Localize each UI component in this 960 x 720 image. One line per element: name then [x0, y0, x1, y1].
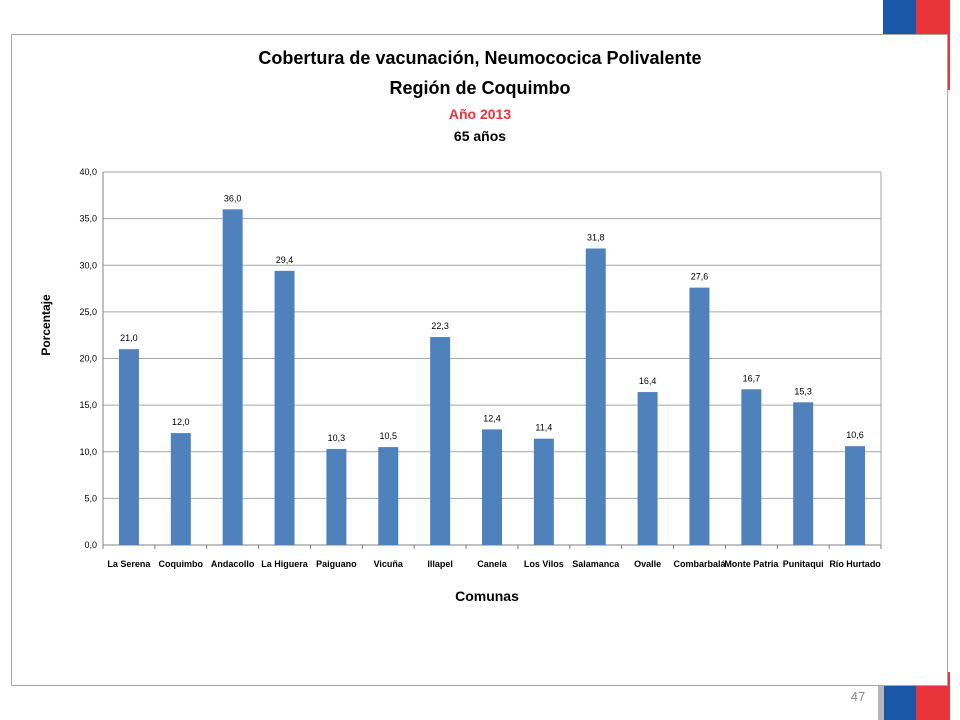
- x-tick-label: Illapel: [427, 559, 453, 569]
- x-tick-label: Paiguano: [316, 559, 357, 569]
- x-tick-label: Salamanca: [572, 559, 620, 569]
- y-tick-label: 10,0: [79, 447, 97, 457]
- data-label: 15,3: [794, 386, 812, 396]
- page-number: 47: [850, 689, 866, 704]
- x-tick-labels: La Serena Coquimbo Andacollo La Higuera Paig…: [107, 559, 881, 569]
- data-label: 29,4: [276, 255, 294, 265]
- y-tick-label: 0,0: [84, 540, 97, 550]
- flag-decoration-top-blue: [883, 0, 916, 34]
- bar: [222, 209, 243, 546]
- data-label: 12,0: [172, 417, 190, 427]
- data-label: 11,4: [535, 423, 552, 433]
- bar: [482, 429, 502, 545]
- y-tick-label: 5,0: [84, 493, 97, 503]
- data-label: 10,6: [846, 430, 864, 440]
- x-tick-label: Río Hurtado: [829, 559, 881, 569]
- data-label: 36,0: [224, 193, 242, 203]
- bar: [170, 433, 191, 545]
- y-tick-label: 35,0: [79, 214, 97, 224]
- x-tick-label: Andacollo: [211, 559, 255, 569]
- slide-frame: [11, 34, 948, 686]
- flag-decoration-bottom-red-strip: [946, 672, 950, 686]
- x-tick-label: Vicuña: [374, 559, 404, 569]
- x-tick-label: Combarbalá: [673, 559, 726, 569]
- x-tick-label: Ovalle: [634, 559, 661, 569]
- bar: [689, 287, 710, 545]
- bar: [585, 248, 606, 545]
- bar: [274, 270, 295, 545]
- flag-decoration-bottom-grey: [878, 686, 884, 720]
- flag-decoration-top-red-strip: [946, 34, 950, 90]
- bar: [637, 392, 658, 545]
- bar: [378, 447, 399, 545]
- bar: [118, 349, 139, 545]
- bar: [741, 389, 762, 545]
- flag-decoration-top-red: [916, 0, 950, 34]
- data-labels: 21,0 12,0 36,0 29,4 10,3 10,5 22,3 12,4 11,4 31,8…: [120, 193, 864, 443]
- data-label: 27,6: [691, 272, 709, 282]
- bars: [118, 209, 866, 546]
- bar: [533, 438, 554, 545]
- bar: [845, 446, 866, 545]
- y-tick-label: 15,0: [79, 400, 97, 410]
- data-label: 21,0: [120, 333, 138, 343]
- bar: [430, 337, 451, 545]
- y-tick-label: 40,0: [79, 167, 97, 177]
- flag-decoration-bottom-red: [916, 686, 950, 720]
- x-tick-label: Monte Patria: [724, 559, 779, 569]
- chart-title: Cobertura de vacunación, Neumococica Pol…: [258, 48, 702, 68]
- x-tick-label: Canela: [477, 559, 508, 569]
- x-tick-label: La Higuera: [261, 559, 309, 569]
- y-axis-title: Porcentaje: [39, 294, 53, 356]
- chart-age-label: 65 años: [453, 128, 507, 144]
- data-label: 16,4: [639, 376, 657, 386]
- x-tick-label: Punitaqui: [783, 559, 824, 569]
- chart-subtitle: Región de Coquimbo: [389, 78, 571, 98]
- data-label: 31,8: [587, 232, 605, 242]
- x-tick-label: Los Vilos: [524, 559, 564, 569]
- y-tick-label: 30,0: [79, 260, 97, 270]
- chart-year-label: Año 2013: [448, 106, 512, 122]
- data-label: 22,3: [431, 321, 449, 331]
- data-label: 10,5: [380, 431, 398, 441]
- data-label: 12,4: [483, 413, 501, 423]
- y-tick-label: 25,0: [79, 307, 97, 317]
- x-tick-label: Coquimbo: [159, 559, 204, 569]
- bar: [793, 402, 814, 545]
- y-tick-label: 20,0: [79, 354, 97, 364]
- data-label: 10,3: [328, 433, 346, 443]
- data-label: 16,7: [743, 373, 761, 383]
- y-tick-labels: 0,0 5,0 10,0 15,0 20,0 25,0 30,0 35,0 40,0: [79, 167, 97, 550]
- x-tick-label: La Serena: [107, 559, 151, 569]
- bar: [326, 448, 347, 545]
- flag-decoration-bottom-blue: [884, 686, 916, 720]
- x-axis-title: Comunas: [455, 588, 519, 604]
